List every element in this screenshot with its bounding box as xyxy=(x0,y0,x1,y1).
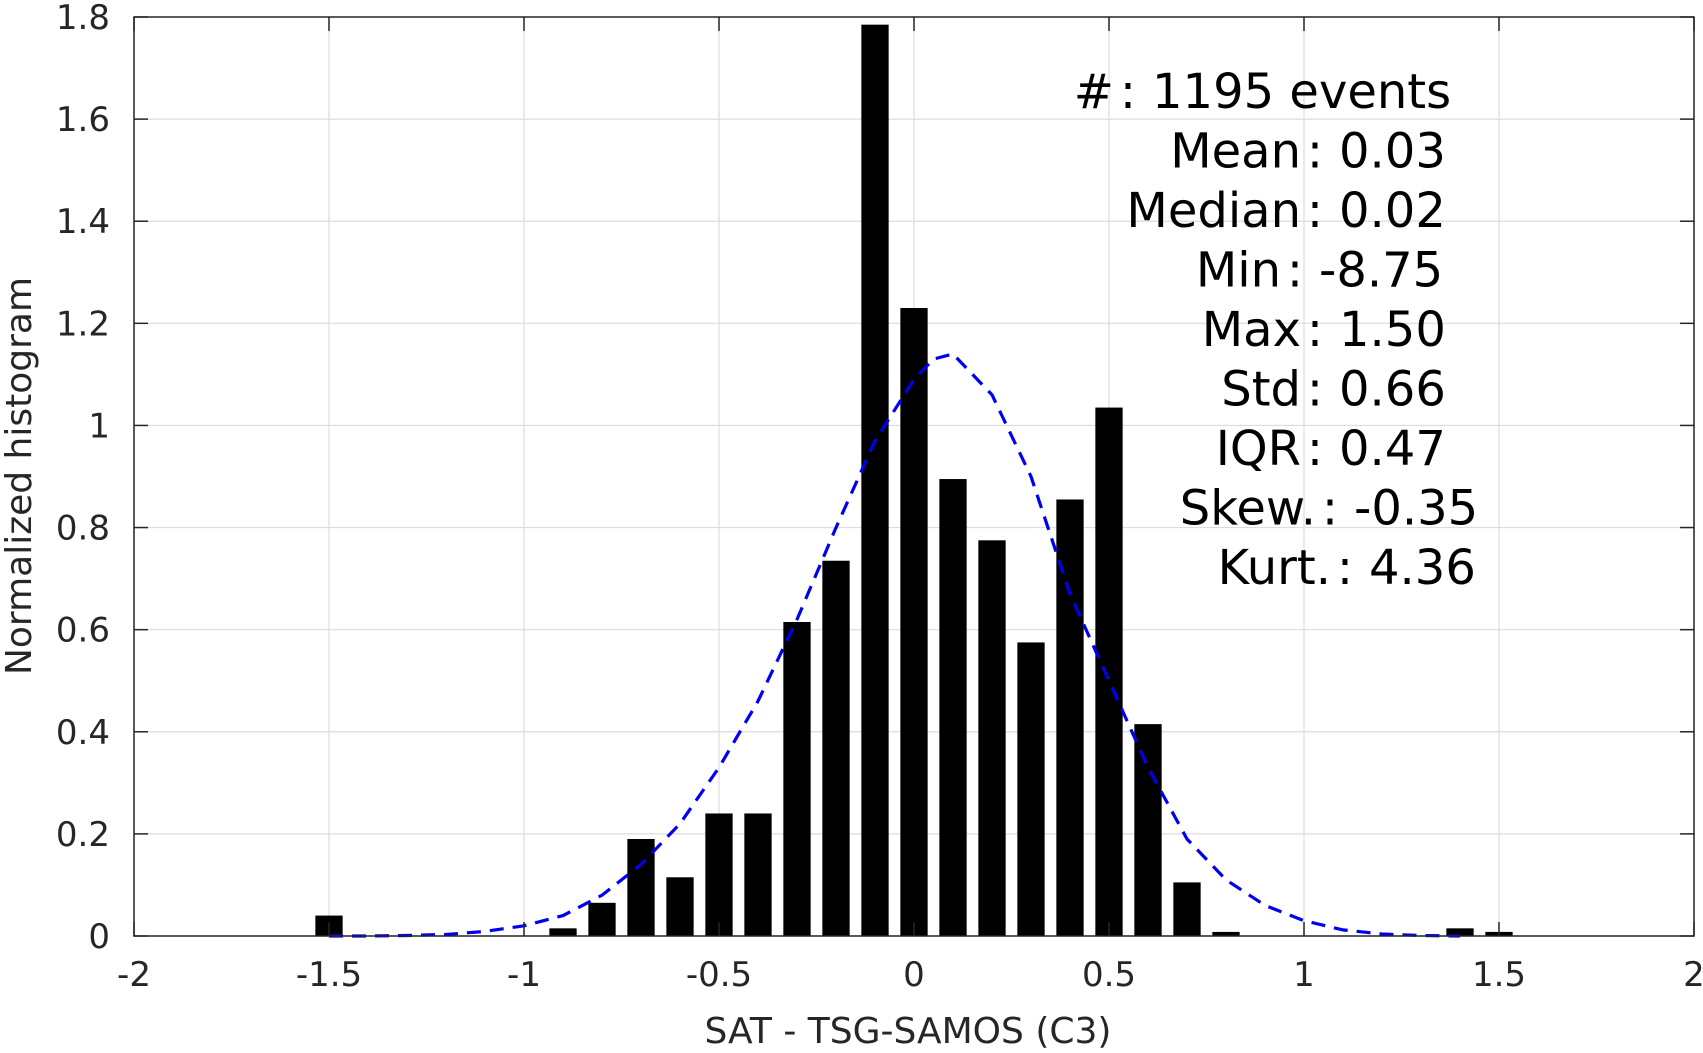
axes-frame xyxy=(133,16,1695,937)
x-tick-label: 1.5 xyxy=(1472,955,1526,995)
stat-value: 0.66 xyxy=(1339,362,1446,418)
x-tick-label: 2 xyxy=(1683,955,1703,995)
x-tick-label: -0.5 xyxy=(686,955,752,995)
y-tick-label: 1.2 xyxy=(56,304,110,344)
stat-colon: : xyxy=(1337,540,1353,596)
histogram-bar xyxy=(744,813,772,936)
histogram-bar xyxy=(1212,931,1240,936)
histogram-bar xyxy=(1095,407,1123,936)
y-tick-labels: 0 0.2 0.4 0.6 0.8 1 1.2 1.4 1.6 1.8 xyxy=(56,0,110,957)
stat-label: Mean xyxy=(1170,124,1301,180)
stat-colon: : xyxy=(1287,243,1303,299)
x-tick-label: 0.5 xyxy=(1082,955,1136,995)
histogram-bar xyxy=(783,622,811,936)
y-tick-label: 0.8 xyxy=(56,509,110,549)
stat-label: IQR xyxy=(1216,421,1301,477)
x-tick-label: -1.5 xyxy=(296,955,362,995)
stat-value: 4.36 xyxy=(1369,540,1476,596)
x-tick-labels: -2 -1.5 -1 -0.5 0 0.5 1 1.5 2 xyxy=(117,955,1703,995)
y-tick-label: 1 xyxy=(88,406,110,446)
histogram-bar xyxy=(978,540,1006,936)
stat-value: 0.03 xyxy=(1339,124,1446,180)
histogram-bar xyxy=(822,560,850,936)
stat-value: 0.47 xyxy=(1339,421,1446,477)
x-tick-label: -2 xyxy=(117,955,151,995)
stat-value: 0.02 xyxy=(1339,183,1446,239)
stat-value: -0.35 xyxy=(1354,481,1478,537)
stat-colon: : xyxy=(1120,64,1136,120)
histogram-bar xyxy=(1134,724,1162,936)
histogram-bar xyxy=(666,877,694,936)
y-tick-label: 1.4 xyxy=(56,202,110,242)
stat-colon: : xyxy=(1322,481,1338,537)
stat-colon: : xyxy=(1307,302,1323,358)
x-tick-label: -1 xyxy=(507,955,541,995)
y-tick-label: 0.6 xyxy=(56,611,110,651)
histogram-bar xyxy=(1056,499,1084,936)
stat-value: -8.75 xyxy=(1319,243,1443,299)
y-tick-label: 0.4 xyxy=(56,713,110,753)
histogram-bar xyxy=(705,813,733,936)
histogram-bar xyxy=(549,928,577,936)
x-tick-label: 1 xyxy=(1293,955,1315,995)
histogram-bar xyxy=(939,479,967,936)
y-tick-label: 1.6 xyxy=(56,100,110,140)
stat-colon: : xyxy=(1307,183,1323,239)
histogram-bar xyxy=(861,24,889,937)
stat-label: Median xyxy=(1126,183,1301,239)
histogram-bar xyxy=(1173,882,1201,936)
stat-colon: : xyxy=(1307,421,1323,477)
y-tick-label: 1.8 xyxy=(56,0,110,38)
stat-label: Kurt. xyxy=(1218,540,1331,596)
stat-label: Min xyxy=(1196,243,1281,299)
stat-label: Skew. xyxy=(1180,481,1316,537)
stat-value: 1195 events xyxy=(1152,64,1451,120)
histogram-bar xyxy=(588,902,616,936)
y-axis-label: Normalized histogram xyxy=(0,277,40,675)
x-tick-label: 0 xyxy=(903,955,925,995)
histogram-bar xyxy=(1446,928,1474,936)
stat-value: 1.50 xyxy=(1339,302,1446,358)
histogram-bars xyxy=(315,24,1513,937)
y-tick-label: 0.2 xyxy=(56,815,110,855)
stat-label: Std xyxy=(1221,362,1301,418)
y-tick-label: 0 xyxy=(88,917,110,957)
histogram-bar xyxy=(1017,642,1045,936)
stat-label: Max xyxy=(1202,302,1301,358)
stat-colon: : xyxy=(1307,124,1323,180)
stat-colon: : xyxy=(1307,362,1323,418)
stat-label: # xyxy=(1074,64,1114,120)
histogram-bar xyxy=(627,838,655,936)
histogram-bar xyxy=(900,308,928,936)
x-axis-label: SAT - TSG-SAMOS (C3) xyxy=(705,1011,1112,1052)
